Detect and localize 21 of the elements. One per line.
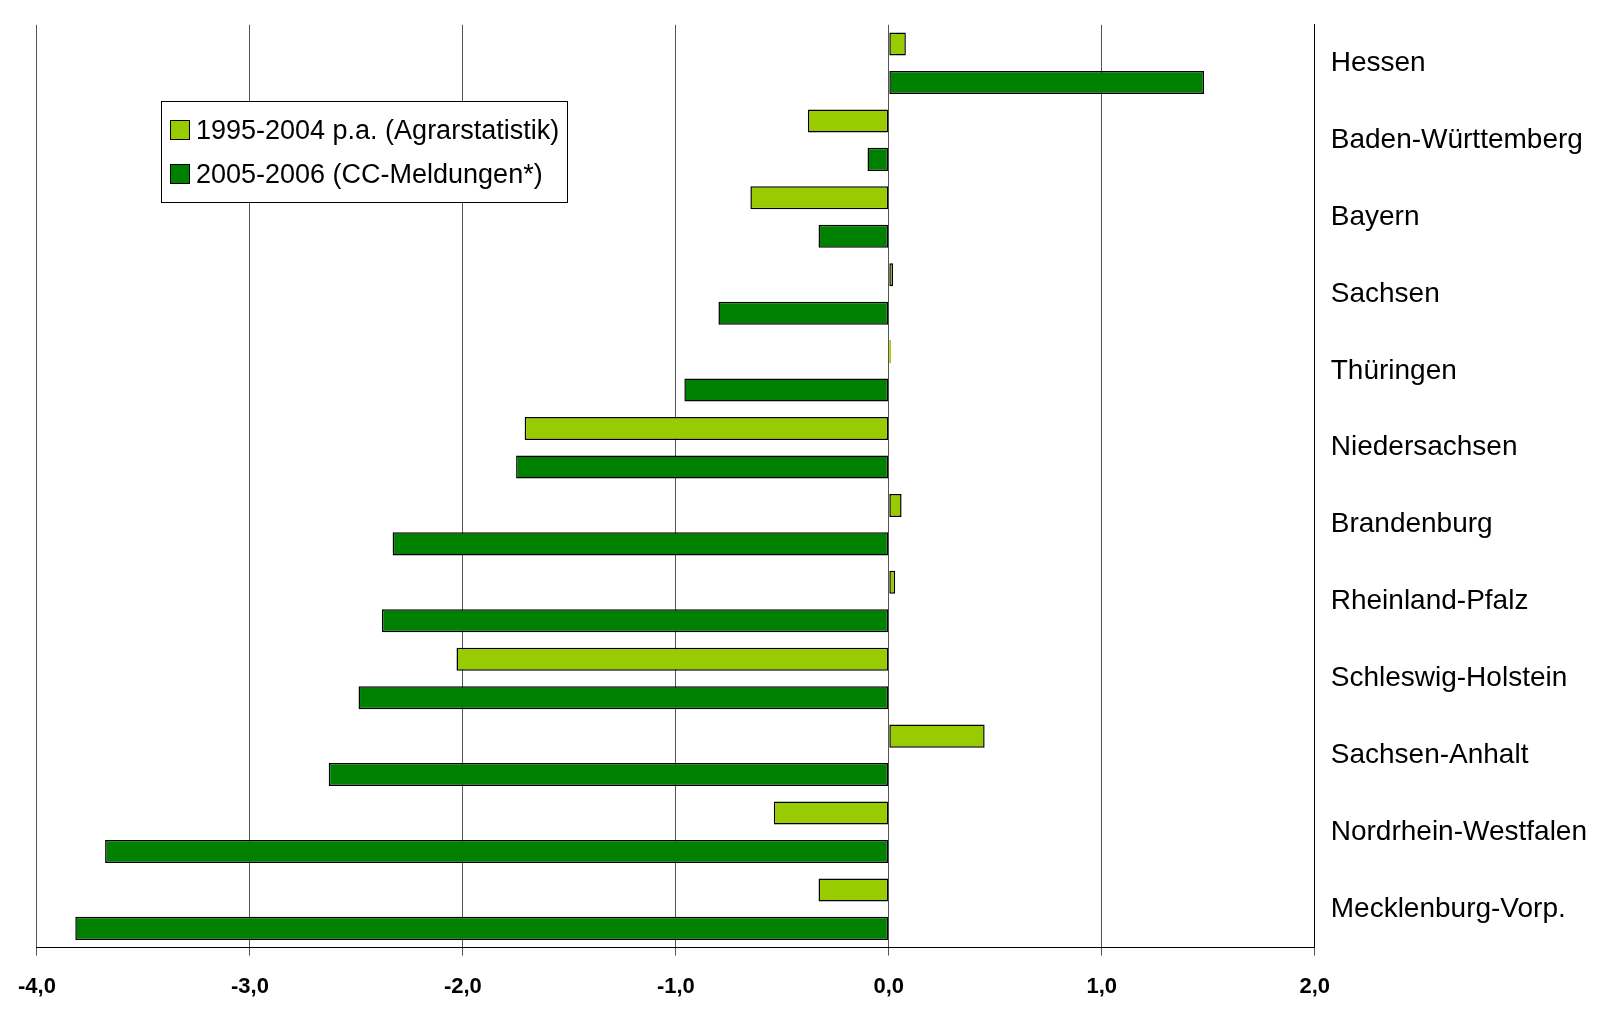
y-tick-label: Mecklenburg-Vorp. [1330, 891, 1566, 923]
y-tick-label: Sachsen [1330, 276, 1440, 308]
legend-label: 1995-2004 p.a. (Agrarstatistik) [195, 113, 560, 147]
y-tick-label: Schleswig-Holstein [1330, 661, 1568, 693]
legend-label: 2005-2006 (CC-Meldungen*) [195, 157, 543, 191]
y-tick-label: Bayern [1330, 199, 1420, 231]
y-tick-label: Nordrhein-Westfalen [1330, 814, 1587, 846]
y-tick-label: Hessen [1330, 45, 1426, 77]
x-tick-label: -3,0 [230, 972, 269, 998]
x-tick-label: 1,0 [1086, 972, 1118, 998]
x-tick-label: 0,0 [873, 972, 905, 998]
x-tick-label: -2,0 [443, 972, 482, 998]
y-tick-label: Rheinland-Pfalz [1330, 584, 1529, 616]
y-tick-label: Baden-Württemberg [1330, 122, 1583, 154]
x-tick-label: 2,0 [1299, 972, 1331, 998]
y-tick-label: Brandenburg [1330, 507, 1493, 539]
y-tick-label: Thüringen [1330, 353, 1457, 385]
y-tick-label: Sachsen-Anhalt [1330, 738, 1529, 770]
x-tick-label: -4,0 [17, 972, 56, 998]
x-tick-label: -1,0 [656, 972, 695, 998]
y-tick-label: Niedersachsen [1330, 430, 1518, 462]
